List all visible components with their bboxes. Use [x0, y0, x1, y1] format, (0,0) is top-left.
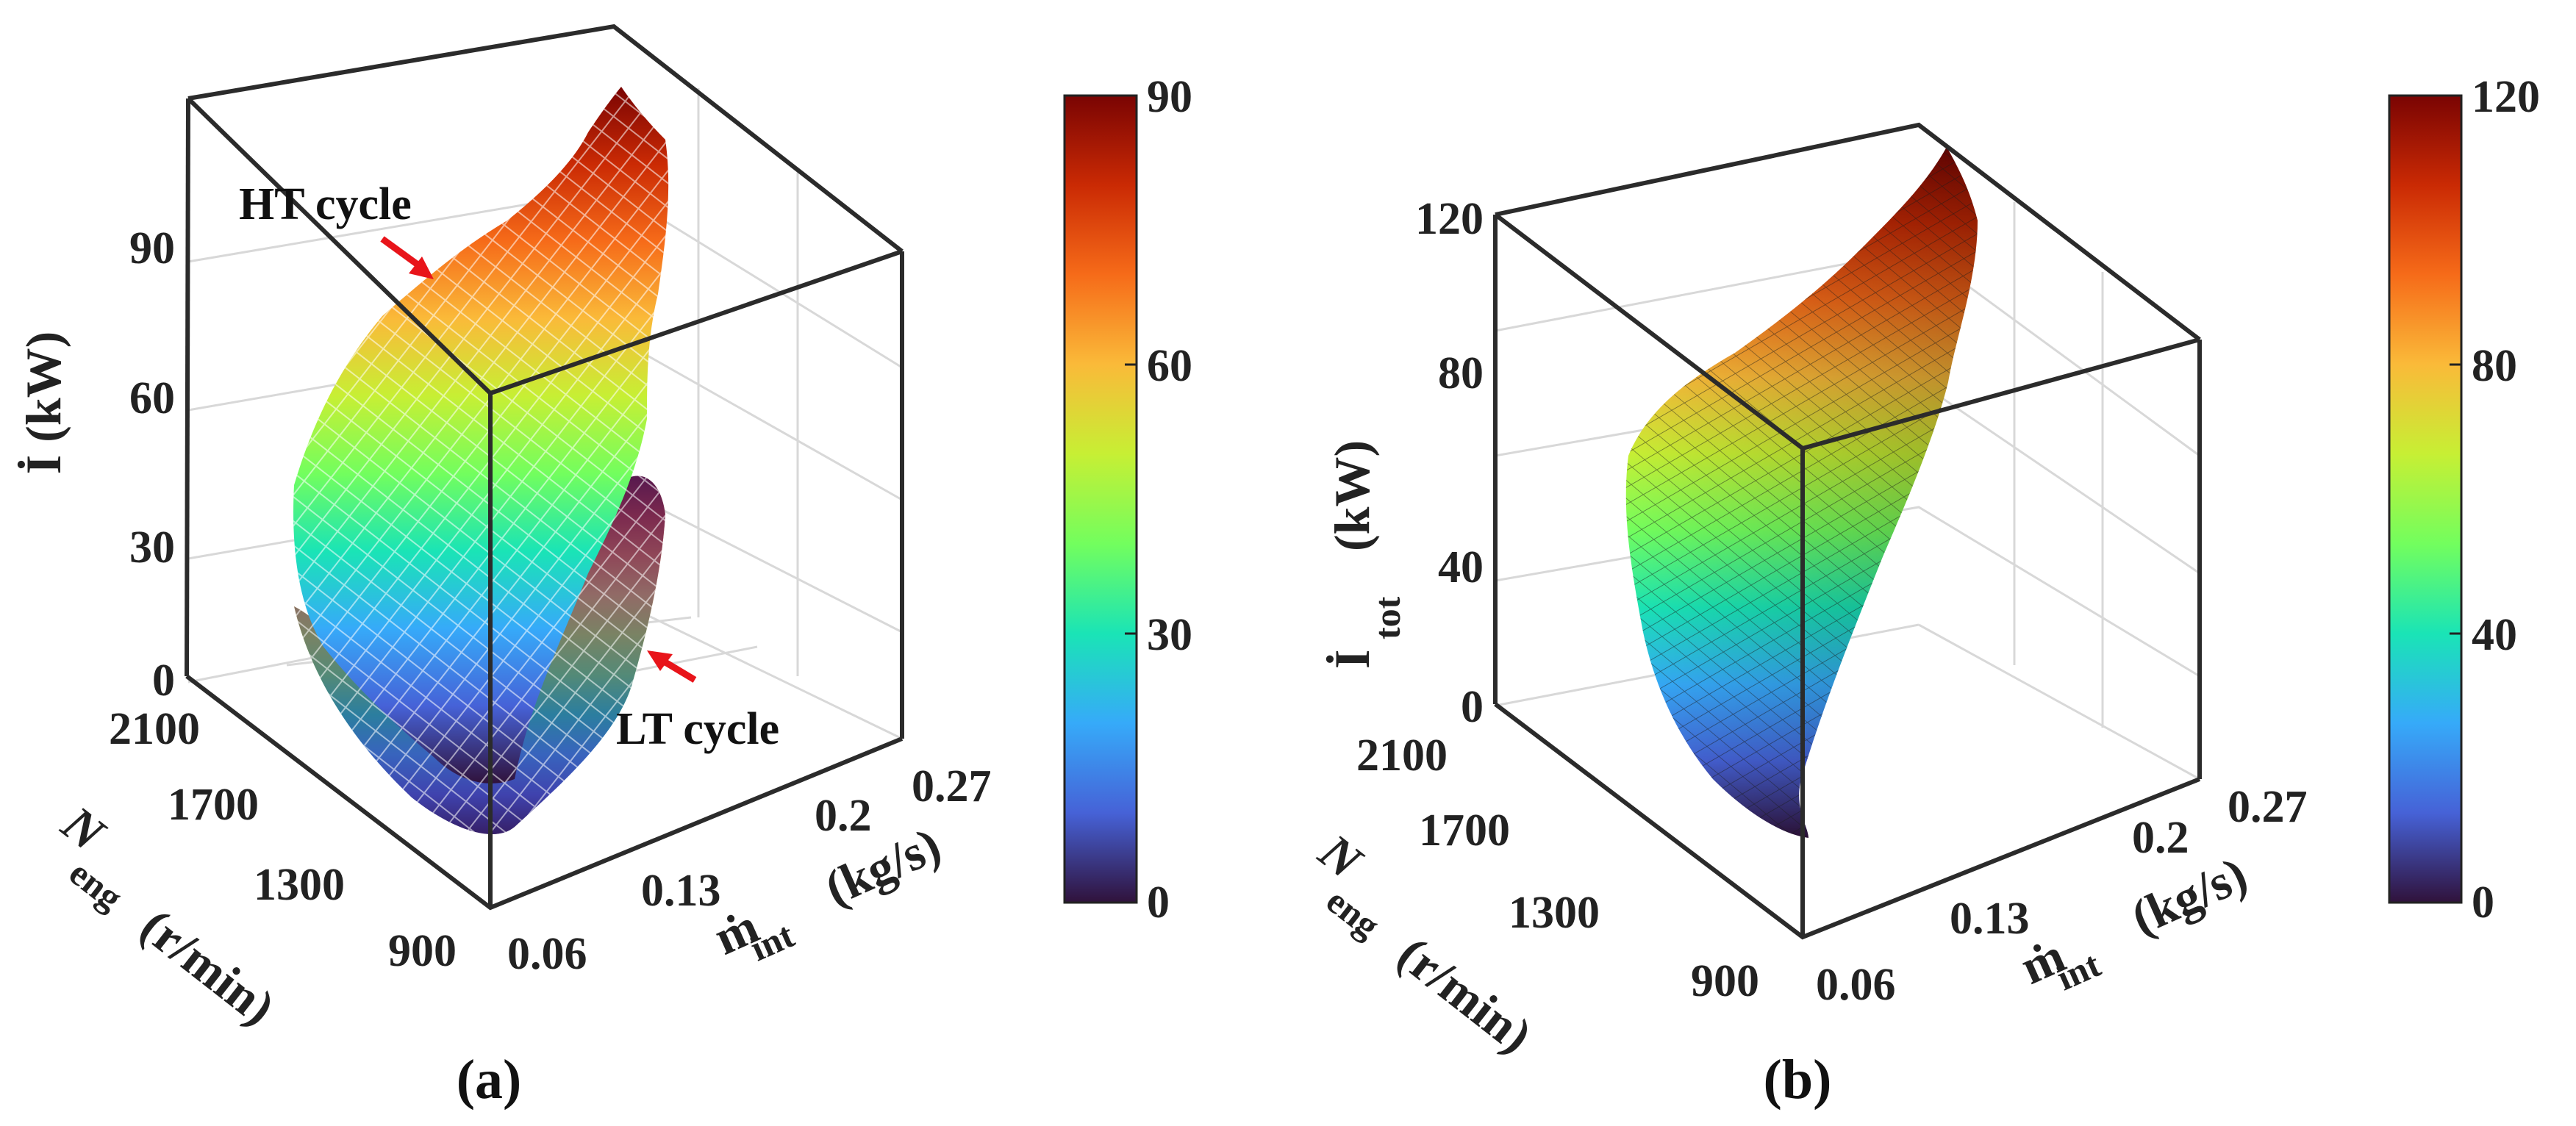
colorbar-tick: 0	[2472, 878, 2494, 928]
colorbar-tick: 80	[2472, 341, 2517, 391]
m-tick: 0.2	[815, 791, 872, 841]
panel-a-m-label: ṁ int (kg/s)	[706, 817, 948, 969]
svg-text:eng: eng	[62, 852, 131, 918]
n-tick: 1700	[168, 780, 259, 830]
svg-text:İ: İ	[1324, 650, 1380, 669]
panel-b-z-ticks: 0 40 80 120	[1415, 194, 1484, 732]
n-tick: 2100	[109, 704, 200, 754]
colorbar-tick: 90	[1147, 72, 1192, 122]
panel-b-n-label: N eng (r/min)	[1309, 822, 1542, 1064]
m-tick: 0.27	[912, 761, 992, 811]
m-tick: 0.13	[641, 866, 721, 916]
svg-text:(r/min): (r/min)	[1388, 925, 1542, 1064]
z-tick: 0	[1461, 682, 1484, 732]
panel-a: 0 30 60 90 İ (kW) 2100 1700 1300 900 N e…	[15, 24, 1192, 1111]
ht-cycle-label: HT cycle	[239, 179, 412, 229]
panel-b-n-ticks: 2100 1700 1300 900	[1356, 731, 1759, 1006]
colorbar-tick: 30	[1147, 610, 1192, 660]
svg-text:(r/min): (r/min)	[131, 897, 285, 1036]
panel-b-axes-box	[1493, 122, 2202, 940]
panel-b-caption: (b)	[1764, 1049, 1832, 1111]
panel-b-z-label: İ tot (kW)	[1324, 440, 1408, 669]
panel-a-ht-surface	[293, 87, 669, 783]
z-tick: 40	[1438, 542, 1484, 592]
z-tick: 80	[1438, 348, 1484, 398]
svg-text:eng: eng	[1319, 880, 1388, 946]
panel-a-axes-box	[185, 24, 904, 911]
panel-a-m-ticks: 0.06 0.13 0.2 0.27	[507, 761, 992, 979]
z-tick: 0	[152, 656, 175, 706]
svg-text:(kW): (kW)	[1324, 440, 1380, 551]
n-tick: 2100	[1356, 731, 1448, 781]
colorbar-tick: 60	[1147, 341, 1192, 391]
colorbar-tick: 0	[1147, 878, 1170, 928]
n-tick: 900	[1691, 956, 1759, 1006]
panel-a-z-ticks: 0 30 60 90	[129, 223, 175, 706]
panel-a-colorbar: 90 60 30 0	[1063, 72, 1192, 928]
z-tick: 60	[129, 373, 175, 423]
m-tick: 0.06	[1816, 960, 1896, 1010]
colorbar-tick: 40	[2472, 610, 2517, 660]
panel-b-m-ticks: 0.06 0.13 0.2 0.27	[1816, 782, 2308, 1010]
svg-text:N: N	[51, 795, 117, 863]
panel-b-colorbar: 120 80 40 0	[2388, 72, 2540, 928]
panel-b-m-label: ṁ int (kg/s)	[2012, 846, 2255, 998]
n-tick: 1700	[1419, 806, 1510, 856]
n-tick: 1300	[1509, 888, 1600, 938]
m-tick: 0.13	[1950, 894, 2030, 944]
panel-a-z-label: İ (kW)	[15, 331, 71, 475]
z-tick: 30	[129, 523, 175, 573]
m-tick: 0.27	[2228, 782, 2308, 832]
colorbar-tick: 120	[2472, 72, 2540, 122]
svg-text:tot: tot	[1367, 596, 1408, 639]
svg-text:N: N	[1309, 822, 1374, 891]
n-tick: 900	[388, 926, 457, 976]
panel-a-caption: (a)	[457, 1049, 522, 1111]
m-tick: 0.06	[507, 929, 587, 979]
panel-a-n-ticks: 2100 1700 1300 900	[109, 704, 457, 976]
z-tick: 90	[129, 223, 175, 273]
ht-arrow	[380, 236, 425, 271]
z-tick: 120	[1415, 194, 1484, 244]
ht-arrow-head	[409, 257, 434, 279]
panel-b: 0 40 80 120 İ tot (kW) 2100 1700 1300 90…	[1309, 72, 2540, 1111]
lt-cycle-label: LT cycle	[616, 704, 779, 754]
panel-a-n-label: N eng (r/min)	[51, 795, 285, 1036]
n-tick: 1300	[254, 860, 345, 910]
m-tick: 0.2	[2132, 813, 2189, 863]
panel-a-lt-surface	[294, 476, 665, 835]
lt-arrow-head	[647, 650, 673, 671]
